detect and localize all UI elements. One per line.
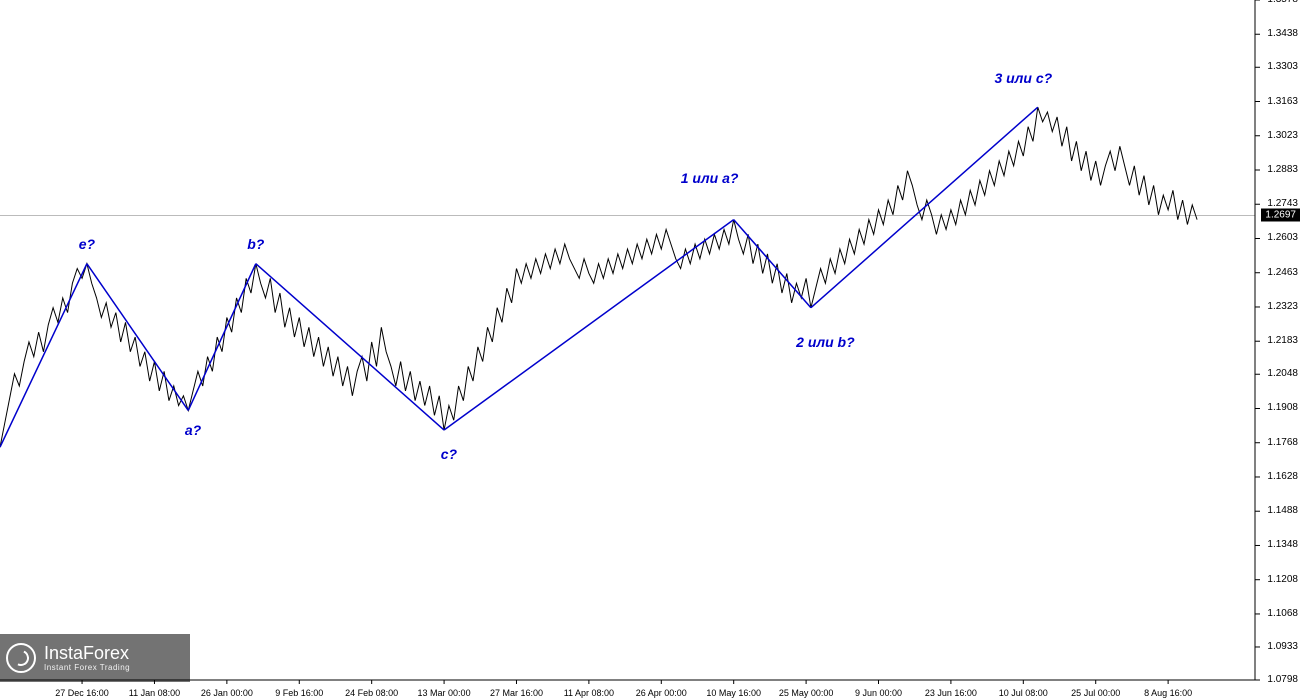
current-price-badge: 1.2697 <box>1261 209 1300 222</box>
wave-label: 3 или c? <box>994 70 1052 86</box>
y-tick-label: 1.1908 <box>1267 402 1298 413</box>
watermark-sub: Instant Forex Trading <box>44 664 130 673</box>
y-tick-label: 1.1348 <box>1267 539 1298 550</box>
x-tick-label: 26 Jan 00:00 <box>201 688 253 698</box>
y-tick-label: 1.2603 <box>1267 232 1298 243</box>
wave-line-4 <box>444 220 734 430</box>
y-tick-label: 1.3163 <box>1267 96 1298 107</box>
x-tick-label: 25 Jul 00:00 <box>1071 688 1120 698</box>
y-tick-label: 1.0798 <box>1267 674 1298 685</box>
x-tick-label: 24 Feb 08:00 <box>345 688 398 698</box>
x-tick-label: 26 Apr 00:00 <box>636 688 687 698</box>
wave-label: a? <box>185 422 201 438</box>
x-tick-label: 10 May 16:00 <box>706 688 761 698</box>
wave-label: b? <box>247 236 264 252</box>
wave-label: 1 или a? <box>681 170 739 186</box>
wave-line-6 <box>811 107 1038 308</box>
y-tick-label: 1.3023 <box>1267 130 1298 141</box>
y-tick-label: 1.1768 <box>1267 437 1298 448</box>
chart-svg <box>0 0 1300 700</box>
wave-line-5 <box>734 220 811 308</box>
y-tick-label: 1.1208 <box>1267 574 1298 585</box>
x-tick-label: 13 Mar 00:00 <box>418 688 471 698</box>
wave-line-0 <box>0 264 87 447</box>
y-tick-label: 1.2743 <box>1267 198 1298 209</box>
y-tick-label: 1.2323 <box>1267 301 1298 312</box>
wave-line-3 <box>256 264 444 430</box>
watermark: InstaForex Instant Forex Trading <box>0 634 190 682</box>
y-tick-label: 1.3438 <box>1267 28 1298 39</box>
wave-label: e? <box>79 236 95 252</box>
y-tick-label: 1.1628 <box>1267 471 1298 482</box>
y-tick-label: 1.2048 <box>1267 368 1298 379</box>
y-tick-label: 1.3303 <box>1267 61 1298 72</box>
x-tick-label: 27 Dec 16:00 <box>55 688 109 698</box>
y-tick-label: 1.3578 <box>1267 0 1298 5</box>
x-tick-label: 8 Aug 16:00 <box>1144 688 1192 698</box>
x-tick-label: 11 Apr 08:00 <box>564 688 614 698</box>
y-tick-label: 1.2883 <box>1267 164 1298 175</box>
y-tick-label: 1.1068 <box>1267 608 1298 619</box>
y-tick-label: 1.2183 <box>1267 335 1298 346</box>
price-line <box>0 107 1197 447</box>
y-tick-label: 1.2463 <box>1267 267 1298 278</box>
instaforex-logo-icon <box>6 643 36 673</box>
wave-label: 2 или b? <box>796 334 854 350</box>
wave-line-2 <box>188 264 256 411</box>
wave-label: c? <box>441 446 457 462</box>
y-tick-label: 1.1488 <box>1267 505 1298 516</box>
chart-container: 1.3578 1.3438 1.3303 1.3163 1.3023 1.2883 1.27… <box>0 0 1300 700</box>
x-tick-label: 10 Jul 08:00 <box>999 688 1048 698</box>
x-tick-label: 11 Jan 08:00 <box>129 688 180 698</box>
x-tick-label: 25 May 00:00 <box>779 688 834 698</box>
x-tick-label: 23 Jun 16:00 <box>925 688 977 698</box>
x-tick-label: 27 Mar 16:00 <box>490 688 543 698</box>
x-tick-label: 9 Feb 16:00 <box>275 688 323 698</box>
watermark-main: InstaForex <box>44 644 130 664</box>
wave-line-1 <box>87 264 188 411</box>
y-tick-label: 1.0933 <box>1267 641 1298 652</box>
x-tick-label: 9 Jun 00:00 <box>855 688 902 698</box>
